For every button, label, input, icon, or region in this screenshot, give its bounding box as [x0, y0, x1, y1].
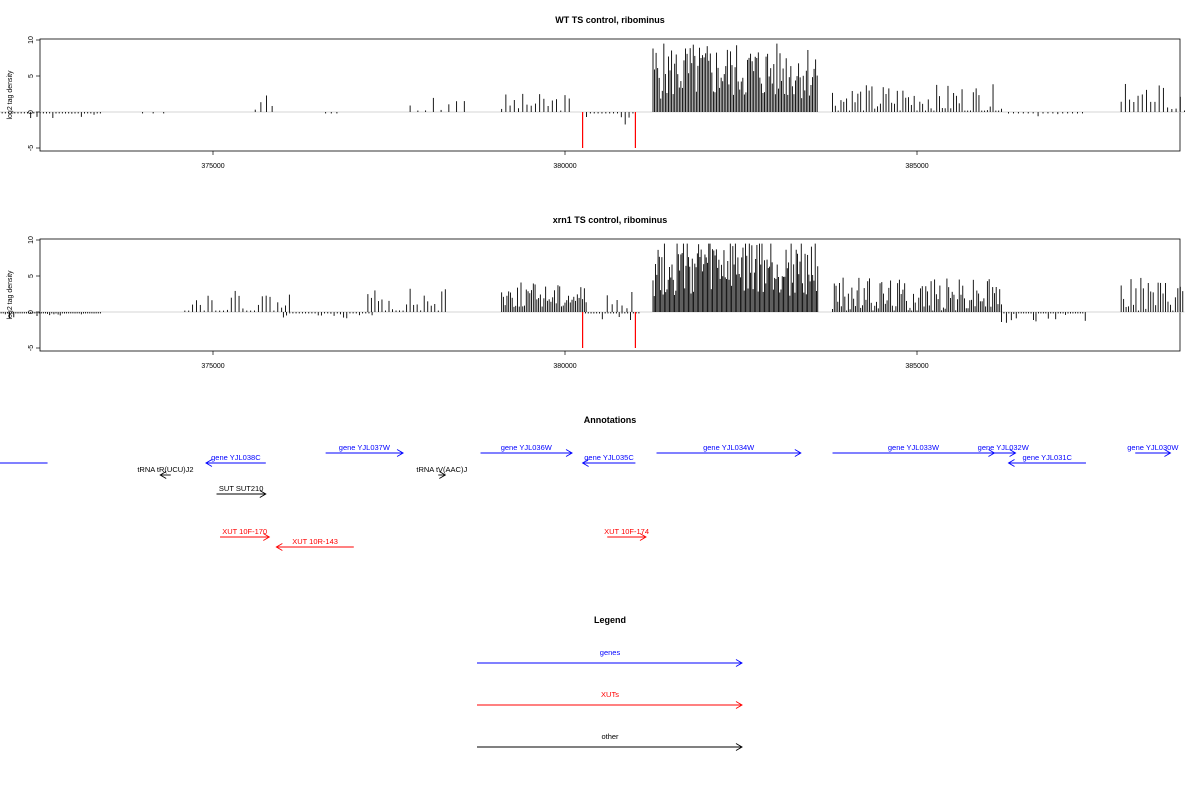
feature-arrowhead [794, 449, 802, 457]
feature-label: gene YJL037W [339, 443, 391, 452]
feature-arrowhead [1164, 449, 1172, 457]
x-tick-label: 380000 [553, 163, 576, 170]
feature-label: gene YJL032W [978, 443, 1030, 452]
panel-wt-plot: 10 5 0 -5 375000 380000 385000 [0, 36, 1185, 170]
legend-label: XUTs [601, 690, 619, 699]
feature-arrowhead [205, 459, 213, 467]
feature-label: gene YJL038C [211, 453, 261, 462]
panel-wt-frame [39, 38, 1181, 152]
feature-label: gene YJL034W [703, 443, 755, 452]
panel-xrn1-frame [39, 238, 1181, 352]
feature-arrowhead [565, 449, 573, 457]
feature-arrowhead [159, 471, 167, 479]
annotation-track: gene YJL038C gene YJL037W gene YJL036W gene… [0, 443, 1179, 551]
x-tick-label: 375000 [201, 163, 224, 170]
feature-arrowhead [396, 449, 404, 457]
y-tick-label: 0 [28, 310, 35, 314]
legend-arrowhead [735, 743, 743, 751]
x-tick-label: 385000 [905, 163, 928, 170]
legend-label: genes [600, 648, 621, 657]
panel-wt-title: WT TS control, ribominus [555, 15, 665, 25]
feature-label: gene YJL036W [501, 443, 553, 452]
feature-arrowhead [581, 459, 589, 467]
legend-title: Legend [594, 615, 626, 625]
legend-label: other [601, 732, 619, 741]
y-tick-label: -5 [28, 345, 35, 351]
panel-xrn1: xrn1 TS control, ribominus log2 tag dens… [0, 215, 1185, 370]
feature-label: tRNA tR(UCU)J2 [137, 465, 193, 474]
x-tick-label: 385000 [905, 363, 928, 370]
feature-arrowhead [259, 490, 267, 498]
feature-label: gene YJL030W [1127, 443, 1179, 452]
x-tick-label: 380000 [553, 363, 576, 370]
y-tick-label: 0 [28, 110, 35, 114]
x-tick-label: 375000 [201, 363, 224, 370]
y-tick-label: 10 [28, 36, 35, 44]
feature-label: tRNA tV(AAC)J [416, 465, 467, 474]
feature-label: gene YJL033W [888, 443, 940, 452]
feature-arrowhead [263, 533, 271, 541]
feature-label: XUT 10R-143 [292, 537, 338, 546]
panel-xrn1-title: xrn1 TS control, ribominus [553, 215, 668, 225]
y-tick-label: 5 [28, 74, 35, 78]
panel-xrn1-ylabel: log2 tag density [7, 270, 14, 320]
feature-arrowhead [639, 533, 647, 541]
feature-label: SUT SUT210 [219, 484, 263, 493]
panel-wt: WT TS control, ribominus log2 tag densit… [0, 15, 1185, 170]
annotations-title: Annotations [584, 415, 637, 425]
legend-arrowhead [735, 659, 743, 667]
feature-arrowhead [1009, 449, 1017, 457]
legend: genes XUTs other [477, 648, 743, 751]
panel-wt-ylabel: log2 tag density [7, 70, 14, 120]
feature-label: XUT 10F-174 [604, 527, 649, 536]
y-tick-label: 5 [28, 274, 35, 278]
panel-xrn1-plot: 10 5 0 -5 375000 380000 385000 [0, 236, 1185, 370]
feature-label: gene YJL035C [584, 453, 634, 462]
legend-arrowhead [735, 701, 743, 709]
feature-arrowhead [275, 543, 283, 551]
y-tick-label: -5 [28, 145, 35, 151]
feature-arrowhead [439, 471, 447, 479]
feature-label: XUT 10F-170 [222, 527, 267, 536]
feature-arrowhead [1007, 459, 1015, 467]
legend-panel: Legend genes XUTs other [477, 615, 743, 751]
y-tick-label: 10 [28, 236, 35, 244]
feature-label: gene YJL031C [1022, 453, 1072, 462]
